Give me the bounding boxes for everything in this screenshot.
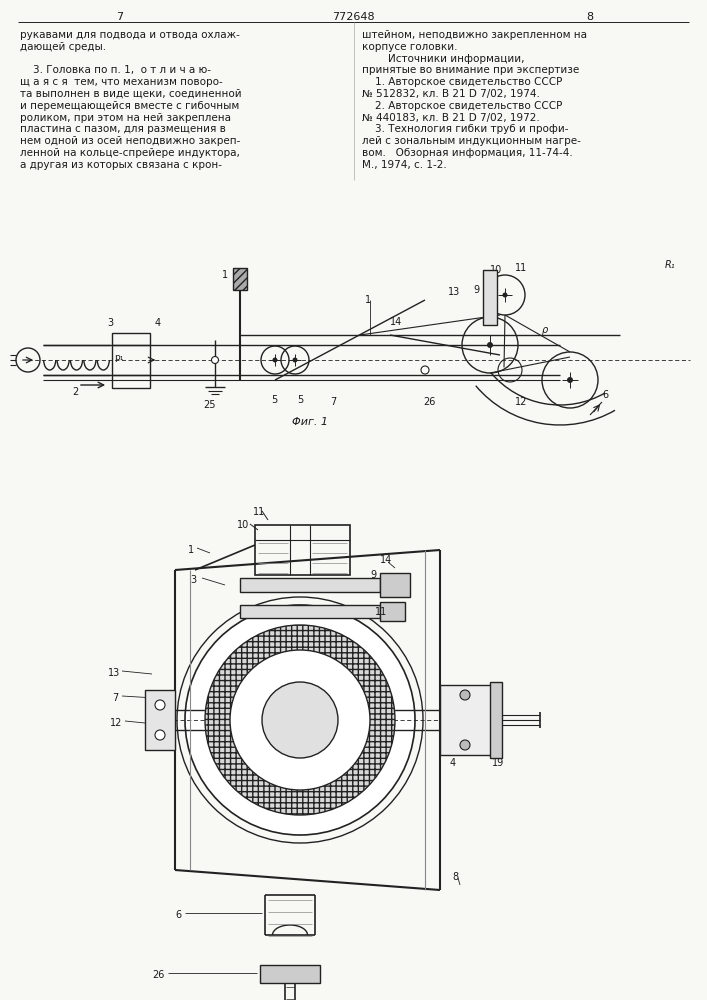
Text: 2: 2 [72, 387, 78, 397]
Text: нем одной из осей неподвижно закреп-: нем одной из осей неподвижно закреп- [20, 136, 240, 146]
Text: 1. Авторское свидетельство СССР: 1. Авторское свидетельство СССР [362, 77, 562, 87]
Text: p₁: p₁ [114, 354, 124, 362]
Bar [255, 525, 350, 575]
Text: 11: 11 [375, 607, 387, 617]
Text: 2. Авторское свидетельство СССР: 2. Авторское свидетельство СССР [362, 101, 562, 111]
Bar [240, 605, 380, 618]
Text: 14: 14 [380, 555, 392, 565]
Text: 1: 1 [222, 270, 228, 280]
Text: 7: 7 [117, 12, 124, 22]
Text: 26: 26 [152, 970, 164, 980]
Text: 1: 1 [188, 545, 194, 555]
Text: штейном, неподвижно закрепленном на: штейном, неподвижно закрепленном на [362, 30, 587, 40]
Text: принятые во внимание при экспертизе: принятые во внимание при экспертизе [362, 65, 579, 75]
Bar [260, 965, 320, 983]
Bar [490, 682, 502, 758]
Text: 7: 7 [330, 397, 337, 407]
Text: дающей среды.: дающей среды. [20, 42, 106, 52]
Text: 25: 25 [204, 400, 216, 410]
Text: ленной на кольце-спрейере индуктора,: ленной на кольце-спрейере индуктора, [20, 148, 240, 158]
Text: 5: 5 [297, 395, 303, 405]
Text: рукавами для подвода и отвода охлаж-: рукавами для подвода и отвода охлаж- [20, 30, 240, 40]
Text: 26: 26 [423, 397, 436, 407]
Text: и перемещающейся вместе с гибочным: и перемещающейся вместе с гибочным [20, 101, 239, 111]
Text: 12: 12 [110, 718, 122, 728]
Text: 3. Головка по п. 1,  о т л и ч а ю-: 3. Головка по п. 1, о т л и ч а ю- [20, 65, 211, 75]
Text: 12: 12 [515, 397, 527, 407]
Text: 3: 3 [190, 575, 196, 585]
Text: 8: 8 [485, 277, 491, 287]
Bar [483, 270, 497, 325]
Text: № 440183, кл. В 21 D 7/02, 1972.: № 440183, кл. В 21 D 7/02, 1972. [362, 113, 539, 123]
Text: лей с зональным индукционным нагре-: лей с зональным индукционным нагре- [362, 136, 581, 146]
Circle shape [262, 682, 338, 758]
Circle shape [421, 366, 429, 374]
Text: 7: 7 [112, 693, 118, 703]
Circle shape [293, 358, 298, 362]
Text: Источники информации,: Источники информации, [362, 54, 525, 64]
Bar [240, 578, 380, 592]
Circle shape [205, 625, 395, 815]
Text: 14: 14 [390, 317, 402, 327]
Circle shape [460, 740, 470, 750]
Text: 1: 1 [365, 295, 371, 305]
Text: 13: 13 [448, 287, 460, 297]
Text: № 512832, кл. В 21 D 7/02, 1974.: № 512832, кл. В 21 D 7/02, 1974. [362, 89, 540, 99]
Circle shape [211, 357, 218, 363]
Bar [145, 690, 175, 750]
Text: роликом, при этом на ней закреплена: роликом, при этом на ней закреплена [20, 113, 231, 123]
Text: 9: 9 [473, 285, 479, 295]
Text: пластина с пазом, для размещения в: пластина с пазом, для размещения в [20, 124, 226, 134]
Circle shape [460, 690, 470, 700]
Text: 772648: 772648 [332, 12, 374, 22]
Circle shape [503, 292, 508, 298]
Circle shape [230, 650, 370, 790]
Circle shape [487, 342, 493, 348]
Text: 8: 8 [586, 12, 594, 22]
Text: 5: 5 [271, 395, 277, 405]
Circle shape [185, 605, 415, 835]
Text: а другая из которых связана с крон-: а другая из которых связана с крон- [20, 160, 222, 170]
Text: 4: 4 [155, 318, 161, 328]
Circle shape [155, 730, 165, 740]
Circle shape [155, 700, 165, 710]
Text: R₁: R₁ [665, 260, 676, 270]
Circle shape [272, 358, 278, 362]
Text: 8: 8 [452, 872, 458, 882]
Text: ρ: ρ [542, 325, 548, 335]
Text: 13: 13 [108, 668, 120, 678]
Circle shape [567, 377, 573, 383]
Bar [112, 332, 150, 387]
Bar [380, 573, 410, 597]
Text: Φиг. 1: Φиг. 1 [292, 417, 328, 427]
Text: 3: 3 [107, 318, 113, 328]
Text: 10: 10 [490, 265, 502, 275]
Text: 11: 11 [515, 263, 527, 273]
Text: 19: 19 [492, 758, 504, 768]
Text: М., 1974, с. 1-2.: М., 1974, с. 1-2. [362, 160, 447, 170]
Bar [380, 602, 405, 621]
Text: корпусе головки.: корпусе головки. [362, 42, 457, 52]
Text: 9: 9 [370, 570, 376, 580]
Text: вом.   Обзорная информация, 11-74-4.: вом. Обзорная информация, 11-74-4. [362, 148, 573, 158]
Text: 6: 6 [175, 910, 181, 920]
Text: 4: 4 [450, 758, 456, 768]
Bar [440, 685, 495, 755]
Bar [233, 268, 247, 290]
Text: 11: 11 [253, 507, 265, 517]
Text: 6: 6 [602, 390, 608, 400]
Text: 10: 10 [237, 520, 250, 530]
Text: щ а я с я  тем, что механизм поворо-: щ а я с я тем, что механизм поворо- [20, 77, 223, 87]
Text: 3. Технология гибки труб и профи-: 3. Технология гибки труб и профи- [362, 124, 568, 134]
Text: та выполнен в виде щеки, соединенной: та выполнен в виде щеки, соединенной [20, 89, 242, 99]
